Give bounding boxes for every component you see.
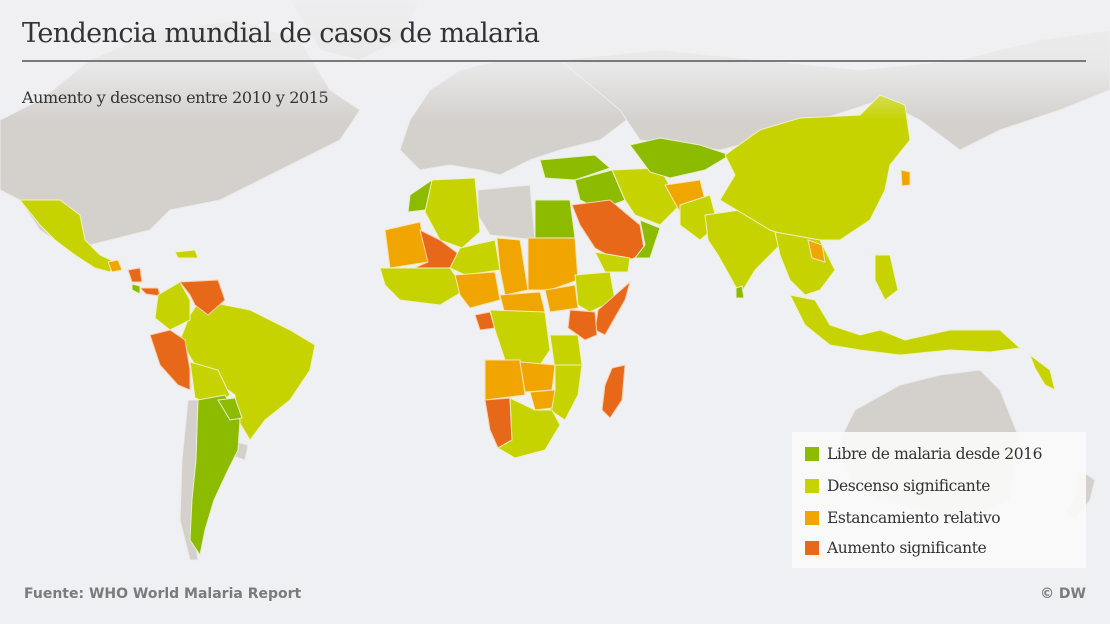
sri-lanka	[735, 285, 745, 299]
pacific-islands	[1028, 353, 1056, 391]
legend: Libre de malaria desde 2016 Descenso sig…	[792, 432, 1086, 568]
namibia	[484, 397, 513, 449]
copyright-credit: © DW	[1040, 586, 1086, 602]
legend-swatch-down	[805, 479, 819, 493]
venezuela	[179, 279, 226, 316]
drc	[489, 309, 551, 366]
yemen	[594, 251, 631, 273]
south-sudan	[544, 284, 579, 313]
legend-label: Aumento significante	[827, 539, 987, 557]
guatemala	[107, 259, 123, 273]
saudi-arabia	[571, 199, 646, 263]
legend-item-stag: Estancamiento relativo	[805, 506, 1001, 530]
costa-rica	[131, 283, 141, 295]
chad	[496, 237, 529, 296]
madagascar	[601, 364, 626, 419]
haiti-dr	[174, 249, 199, 259]
page-title: Tendencia mundial de casos de malaria	[22, 18, 540, 49]
laos	[807, 239, 826, 263]
nigeria	[454, 271, 501, 309]
turkey	[539, 154, 611, 181]
legend-swatch-stag	[805, 511, 819, 525]
paraguay	[217, 397, 243, 421]
philippines	[874, 254, 899, 301]
legend-swatch-up	[805, 541, 819, 555]
korea	[900, 169, 911, 187]
title-divider	[22, 60, 1086, 62]
legend-item-up: Aumento significante	[805, 536, 987, 560]
nicaragua	[127, 267, 143, 283]
page-subtitle: Aumento y descenso entre 2010 y 2015	[22, 88, 329, 107]
peru	[149, 329, 191, 391]
kenya	[567, 309, 598, 341]
indonesia-malaysia	[789, 294, 1022, 356]
south-africa-botswana	[497, 397, 561, 459]
source-note: Fuente: WHO World Malaria Report	[24, 586, 302, 602]
mauritania	[384, 221, 429, 269]
egypt	[534, 199, 576, 239]
oman	[633, 219, 661, 259]
legend-label: Estancamiento relativo	[827, 509, 1001, 527]
libya	[477, 184, 536, 241]
colombia	[154, 281, 191, 331]
legend-item-down: Descenso significante	[805, 474, 990, 498]
legend-label: Libre de malaria desde 2016	[827, 445, 1043, 463]
sudan	[527, 237, 579, 291]
legend-item-free: Libre de malaria desde 2016	[805, 442, 1042, 466]
zimbabwe	[529, 389, 556, 411]
west-africa	[379, 267, 466, 306]
panama	[138, 287, 161, 297]
legend-label: Descenso significante	[827, 477, 990, 495]
angola	[484, 359, 526, 401]
legend-swatch-free	[805, 447, 819, 461]
central-asia	[629, 137, 732, 179]
mainland-se-asia	[774, 231, 836, 296]
zambia	[519, 361, 556, 393]
